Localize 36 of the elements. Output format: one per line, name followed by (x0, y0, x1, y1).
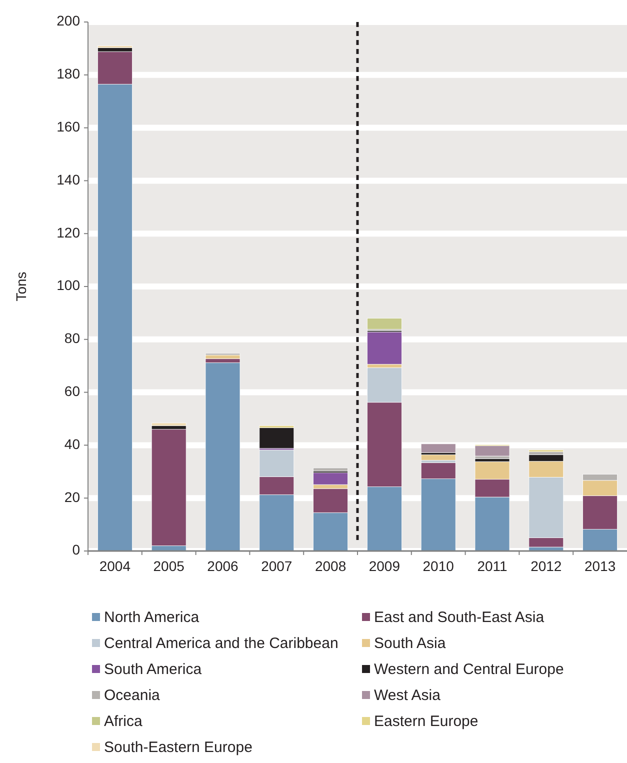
bar (420, 454, 456, 460)
x-tick-label: 2011 (477, 558, 508, 574)
bar (151, 422, 186, 426)
legend-label: South America (104, 660, 202, 678)
y-tick-label: 160 (56, 118, 80, 135)
legend-label: North America (104, 608, 200, 626)
x-tick-label: 2010 (422, 558, 454, 574)
y-tick-label: 0 (72, 542, 80, 558)
legend-label: South Asia (374, 634, 446, 652)
legend-label: East and South-East Asia (374, 608, 545, 626)
legend-label: West Asia (374, 686, 442, 704)
x-tick-label: 2009 (368, 558, 400, 574)
legend-label: Eastern Europe (374, 712, 478, 730)
y-tick-label: 200 (56, 12, 80, 29)
y-tick-label: 140 (56, 171, 80, 188)
y-tick-label: 60 (64, 383, 80, 400)
x-tick-label: 2006 (207, 558, 239, 574)
x-tick-label: 2012 (530, 558, 562, 574)
y-tick-label: 100 (56, 277, 80, 294)
legend-label: Central America and the Caribbean (104, 634, 338, 652)
legend-label: South-Eastern Europe (104, 738, 252, 756)
x-tick-label: 2004 (99, 558, 131, 574)
x-tick-label: 2013 (584, 558, 616, 574)
x-tick-label: 2007 (261, 558, 292, 574)
y-axis-title: Tons (13, 272, 29, 302)
y-tick-label: 20 (64, 488, 80, 505)
y-tick-label: 180 (56, 66, 80, 82)
y-tick-label: 40 (64, 436, 80, 452)
bar (367, 318, 402, 330)
y-tick-label: 120 (56, 224, 80, 240)
x-tick-label: 2005 (153, 558, 185, 574)
legend-label: Africa (104, 712, 143, 730)
legend-label: Western and Central Europe (374, 660, 564, 678)
x-tick-label: 2008 (314, 558, 346, 574)
y-tick-label: 80 (64, 330, 80, 346)
legend-label: Oceania (104, 686, 161, 704)
